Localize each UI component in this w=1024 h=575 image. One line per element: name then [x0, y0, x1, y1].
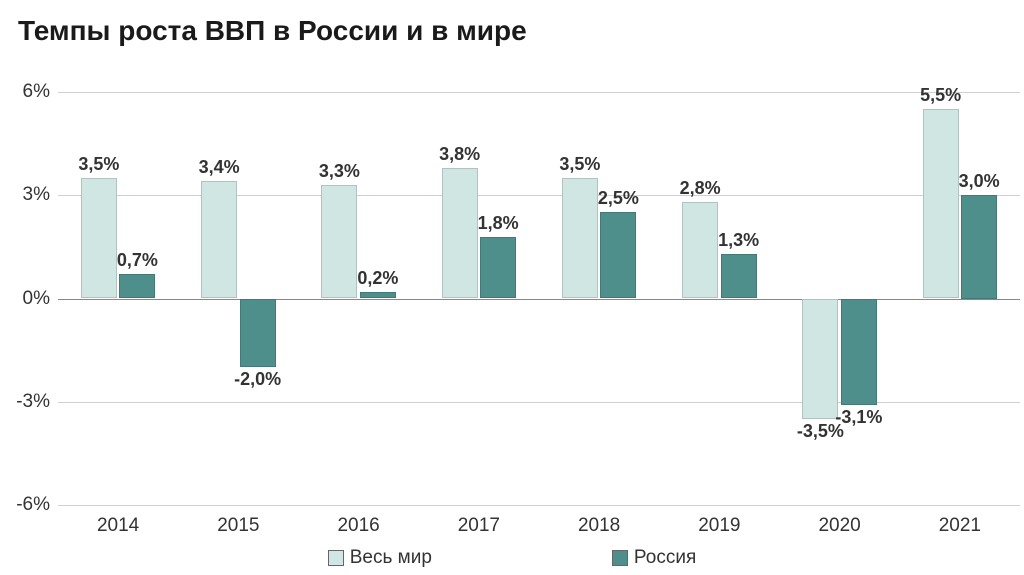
bar-value-label: -3,1% [835, 407, 882, 428]
bar-value-label: 0,7% [117, 250, 158, 271]
bar-value-label: 3,5% [78, 154, 119, 175]
bar-value-label: 3,5% [559, 154, 600, 175]
y-axis-label: 0% [23, 288, 58, 310]
bar-world [923, 109, 959, 298]
bar-value-label: 3,0% [959, 171, 1000, 192]
legend-item-world: Весь мир [328, 547, 432, 569]
x-axis-label: 2017 [458, 505, 500, 537]
bar-russia [600, 212, 636, 298]
x-axis-label: 2016 [337, 505, 379, 537]
bar-world [802, 299, 838, 419]
bar-russia [360, 292, 396, 299]
bar-value-label: 2,8% [680, 178, 721, 199]
bar-russia [240, 299, 276, 368]
y-axis-label: -3% [16, 391, 58, 413]
bar-value-label: 1,8% [478, 213, 519, 234]
bar-russia [961, 195, 997, 298]
x-axis-label: 2018 [578, 505, 620, 537]
bar-russia [119, 274, 155, 298]
chart-legend: Весь мир Россия [0, 547, 1024, 569]
bar-russia [841, 299, 877, 406]
bar-russia [721, 254, 757, 299]
chart-plot-area: -6%-3%0%3%6%20143,5%0,7%20153,4%-2,0%201… [58, 92, 1020, 505]
bar-value-label: 1,3% [718, 230, 759, 251]
bar-value-label: 2,5% [598, 188, 639, 209]
bar-russia [480, 237, 516, 299]
chart-title: Темпы роста ВВП в России и в мире [18, 15, 527, 47]
bar-world [321, 185, 357, 299]
bar-world [562, 178, 598, 298]
x-axis-label: 2019 [698, 505, 740, 537]
legend-label-russia: Россия [634, 547, 696, 569]
bar-value-label: 3,4% [199, 157, 240, 178]
legend-swatch-world [328, 550, 344, 566]
gridline [58, 92, 1020, 93]
bar-value-label: 3,3% [319, 161, 360, 182]
bar-world [201, 181, 237, 298]
legend-item-russia: Россия [612, 547, 696, 569]
legend-label-world: Весь мир [350, 547, 432, 569]
y-axis-label: 6% [23, 81, 58, 103]
bar-world [81, 178, 117, 298]
bar-value-label: -2,0% [234, 369, 281, 390]
gridline [58, 505, 1020, 506]
bar-value-label: 3,8% [439, 144, 480, 165]
bar-value-label: 0,2% [357, 268, 398, 289]
legend-swatch-russia [612, 550, 628, 566]
x-axis-label: 2015 [217, 505, 259, 537]
x-axis-label: 2021 [939, 505, 981, 537]
x-axis-label: 2020 [818, 505, 860, 537]
y-axis-label: 3% [23, 184, 58, 206]
bar-world [442, 168, 478, 299]
x-axis-label: 2014 [97, 505, 139, 537]
bar-value-label: 5,5% [920, 85, 961, 106]
bar-world [682, 202, 718, 298]
y-axis-label: -6% [16, 494, 58, 516]
